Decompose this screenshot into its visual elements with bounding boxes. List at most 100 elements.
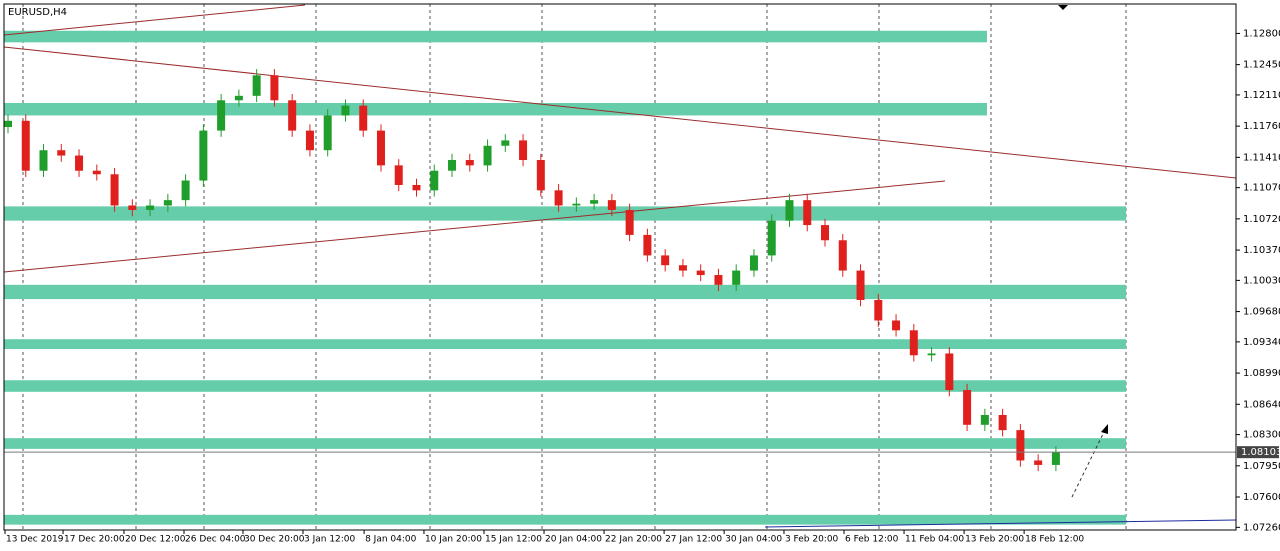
candle-body: [3, 120, 12, 128]
candle-body: [465, 160, 474, 166]
candle-body: [75, 155, 84, 171]
y-tick-label: 1.10030: [1243, 275, 1280, 286]
x-tick-label: 11 Feb 04:00: [905, 535, 964, 545]
trend-line: [3, 4, 306, 36]
candle-body: [146, 205, 155, 210]
zone: [4, 438, 1127, 449]
candle-body: [749, 255, 758, 271]
y-tick-label: 1.07950: [1243, 461, 1280, 472]
candle-body: [980, 414, 989, 425]
candle-body: [412, 184, 421, 191]
candles: [3, 69, 1060, 472]
x-tick-label: 13 Feb 20:00: [965, 535, 1024, 545]
candle-body: [217, 100, 226, 131]
x-tick-label: 20 Dec 12:00: [125, 535, 186, 545]
candle-body: [1016, 430, 1025, 461]
candle-body: [696, 270, 705, 276]
candle-body: [643, 234, 652, 256]
y-tick-label: 1.11410: [1243, 152, 1280, 163]
candle-body: [785, 200, 794, 221]
candle-body: [323, 115, 332, 151]
candle-body: [110, 174, 119, 206]
candle-body: [128, 205, 137, 210]
candle-body: [359, 105, 368, 131]
candle-body: [448, 160, 457, 171]
zone: [4, 380, 1127, 392]
candle-body: [909, 330, 918, 356]
candle-body: [1051, 452, 1060, 465]
candle-body: [963, 390, 972, 425]
candle-body: [288, 100, 297, 131]
x-tick-label: 26 Dec 04:00: [185, 535, 246, 545]
candle-body: [376, 130, 385, 166]
candle-body: [536, 160, 545, 191]
x-tick-label: 27 Jan 12:00: [665, 535, 722, 545]
y-tick-label: 1.07600: [1243, 492, 1280, 503]
candle-body: [803, 200, 812, 226]
x-tick-label: 20 Jan 04:00: [545, 535, 602, 545]
candle-body: [732, 270, 741, 285]
x-tick-label: 13 Dec 2019: [6, 535, 64, 545]
plot-frame: [3, 3, 1237, 531]
zone: [4, 514, 1127, 525]
x-tick-label: 10 Jan 20:00: [425, 535, 482, 545]
forecast-arrow: [1071, 431, 1105, 498]
candle-body: [874, 299, 883, 321]
y-tick-label: 1.10720: [1243, 214, 1280, 225]
x-tick-label: 17 Dec 20:00: [64, 535, 125, 545]
x-tick-label: 18 Feb 12:00: [1025, 535, 1084, 545]
candle-body: [821, 225, 830, 241]
candle-body: [181, 180, 190, 201]
zones: [4, 30, 1127, 525]
x-tick-label: 30 Dec 20:00: [244, 535, 305, 545]
candle-body: [394, 165, 403, 185]
candle-body: [927, 353, 936, 356]
last-price-label: 1.08103: [1241, 447, 1280, 458]
axes: 1.12800 1.12450 1.12110 1.11760 1.11410 1.110…: [4, 28, 1280, 545]
candle-body: [270, 75, 279, 101]
candle-body: [678, 265, 687, 271]
trend-lines: [3, 4, 1237, 528]
candle-body: [892, 320, 901, 331]
zone: [4, 339, 1127, 350]
x-tick-label: 15 Jan 12:00: [485, 535, 542, 545]
y-tick-label: 1.12110: [1243, 90, 1280, 101]
candle-body: [305, 130, 314, 151]
candle-body: [39, 150, 48, 171]
y-tick-label: 1.12800: [1243, 28, 1280, 39]
candle-body: [998, 414, 1007, 431]
y-tick-label: 1.09340: [1243, 337, 1280, 348]
zone: [4, 206, 1127, 221]
candle-body: [501, 140, 510, 146]
arrow-head: [1101, 424, 1108, 434]
x-tick-label: 22 Jan 20:00: [605, 535, 662, 545]
candle-body: [572, 203, 581, 206]
candle-body: [341, 105, 350, 116]
y-tick-label: 1.07260: [1243, 522, 1280, 533]
candle-body: [252, 75, 261, 96]
candle-body: [57, 150, 66, 156]
y-tick-label: 1.11760: [1243, 121, 1280, 132]
x-tick-label: 3 Jan 12:00: [304, 535, 356, 545]
x-tick-label: 3 Feb 20:00: [785, 535, 839, 545]
candle-body: [92, 170, 101, 175]
y-tick-label: 1.08640: [1243, 399, 1280, 410]
trend-line: [3, 180, 946, 273]
candle-body: [661, 255, 670, 266]
last-price-box: [1237, 446, 1279, 459]
candle-body: [21, 120, 30, 171]
y-tick-label: 1.12450: [1243, 60, 1280, 71]
candle-body: [199, 130, 208, 181]
x-tick-label: 6 Feb 12:00: [845, 535, 899, 545]
x-tick-label: 30 Jan 04:00: [725, 535, 782, 545]
zone: [4, 30, 987, 43]
candle-body: [945, 353, 954, 391]
candle-body: [714, 275, 723, 285]
candle-body: [607, 200, 616, 210]
trend-line: [3, 46, 1237, 179]
chart-title: EURUSD,H4: [8, 7, 67, 18]
y-tick-label: 1.08300: [1243, 430, 1280, 441]
marker: [1058, 5, 1068, 10]
zone: [4, 284, 1127, 300]
candle-body: [590, 200, 599, 204]
